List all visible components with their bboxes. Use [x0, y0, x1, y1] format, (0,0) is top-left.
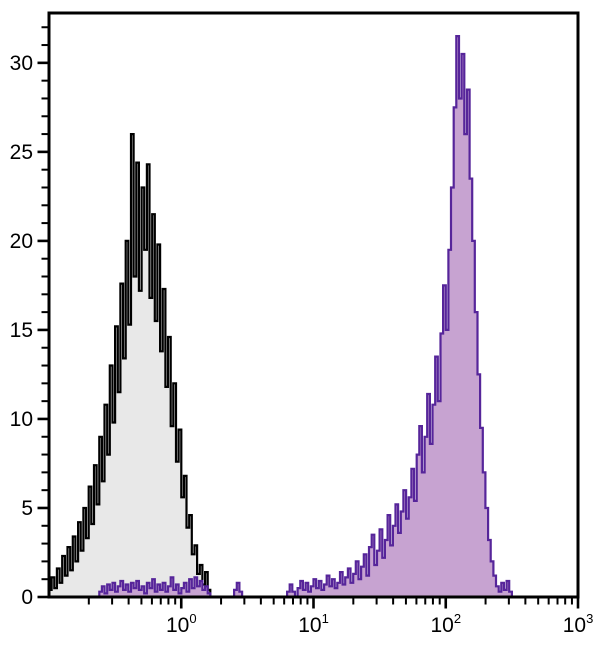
- y-tick-label: 15: [10, 319, 33, 342]
- x-tick-label: 101: [298, 611, 329, 637]
- y-tick-label: 0: [21, 586, 33, 609]
- x-tick-label: 100: [166, 611, 197, 637]
- axis-ticks: [37, 26, 580, 609]
- y-tick-label: 20: [10, 230, 33, 253]
- histogram-series: [47, 35, 518, 599]
- y-tick-label: 25: [10, 141, 33, 164]
- x-tick-label: 103: [563, 611, 594, 637]
- x-axis-labels: 100 101 102 103: [166, 611, 593, 637]
- y-axis-labels: 0 5 10 15 20 25 30: [10, 52, 33, 609]
- x-tick-label: 102: [430, 611, 461, 637]
- y-tick-label: 10: [10, 408, 33, 431]
- unstained-control-histogram-trace: [47, 133, 213, 599]
- stained-sample-baseline-noise-trace: [98, 576, 245, 599]
- plot-frame: [47, 11, 580, 599]
- y-tick-label: 5: [21, 497, 33, 520]
- y-tick-label: 30: [10, 52, 33, 75]
- stained-sample-histogram-trace: [286, 35, 518, 599]
